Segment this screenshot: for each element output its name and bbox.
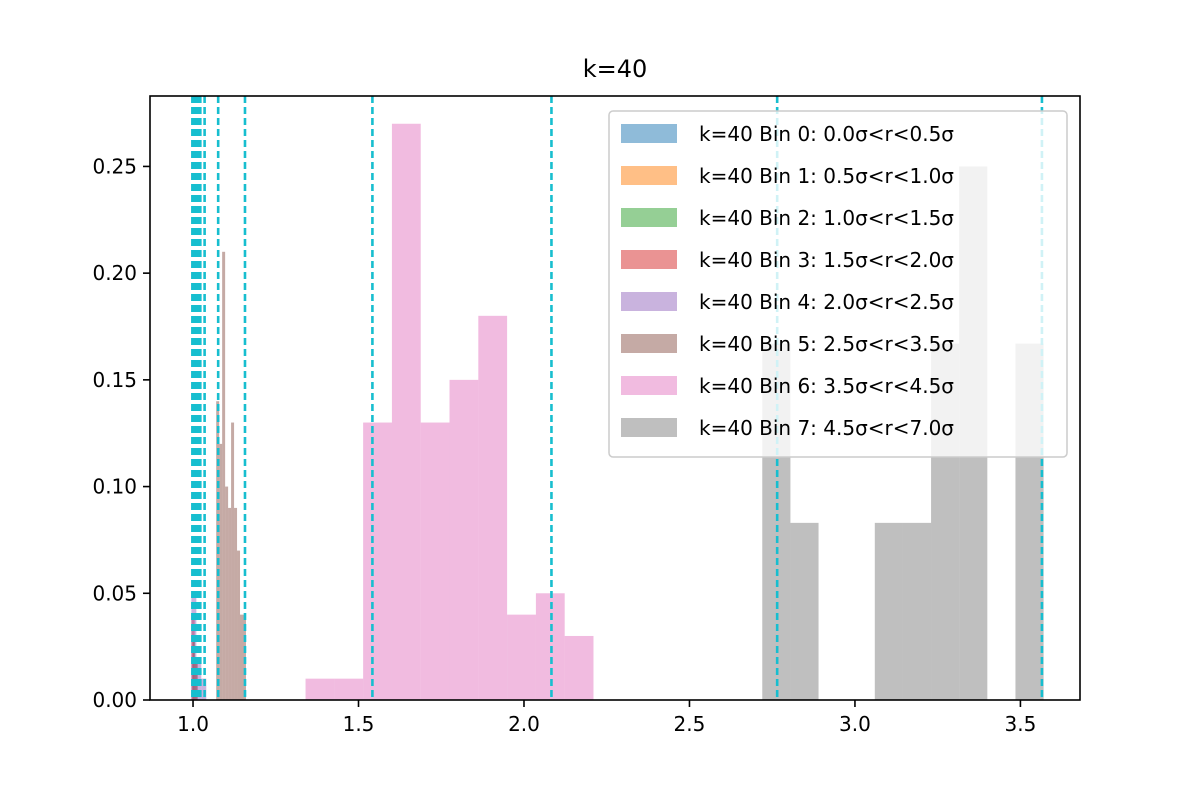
bar-series-6-bin-1 [334, 678, 364, 700]
x-tick-label-0: 1.0 [177, 712, 209, 736]
bar-series-5-bin-5 [231, 422, 235, 700]
bar-series-5-bin-8 [240, 614, 243, 700]
bar-series-5-bin-6 [234, 507, 238, 700]
x-axis: 1.0 1.5 2.0 2.5 3.0 3.5 [177, 700, 1036, 736]
bar-series-5-bin-1 [219, 443, 223, 700]
legend-label-1: k=40 Bin 1: 0.5σ<r<1.0σ [699, 164, 954, 188]
legend: k=40 Bin 0: 0.0σ<r<0.5σ k=40 Bin 1: 0.5σ<… [608, 110, 1068, 458]
bar-series-6-bin-4 [420, 422, 450, 700]
bar-series-7-bin-4 [874, 522, 903, 700]
legend-label-7: k=40 Bin 7: 4.5σ<r<7.0σ [699, 416, 954, 440]
legend-swatch-0 [621, 124, 677, 143]
legend-swatch-4 [621, 292, 677, 311]
bar-series-5-bin-3 [225, 486, 229, 700]
chart-title: k=40 [583, 55, 648, 83]
legend-swatch-7 [621, 418, 677, 437]
y-tick-label-3: 0.15 [92, 368, 137, 392]
legend-label-6: k=40 Bin 6: 3.5σ<r<4.5σ [699, 374, 954, 398]
legend-swatch-3 [621, 250, 677, 269]
bar-series-6-bin-5 [449, 379, 479, 700]
legend-swatch-2 [621, 208, 677, 227]
y-tick-label-4: 0.20 [92, 261, 137, 285]
legend-label-0: k=40 Bin 0: 0.0σ<r<0.5σ [699, 122, 954, 146]
y-tick-label-5: 0.25 [92, 154, 137, 178]
bar-series-6-bin-7 [507, 614, 536, 700]
y-tick-label-0: 0.00 [92, 688, 137, 712]
legend-swatch-5 [621, 334, 677, 353]
plot-frame [149, 95, 1081, 701]
bar-series-5-bin-2 [222, 251, 226, 700]
bar-series-5-bin-7 [237, 550, 241, 700]
x-tick-label-3: 2.5 [674, 712, 706, 736]
bar-series-4-bin-2 [201, 678, 207, 700]
bar-series-7-bin-1 [790, 522, 819, 700]
x-tick-label-2: 2.0 [508, 712, 540, 736]
y-axis: 0.00 0.05 0.10 0.15 0.20 0.25 [92, 154, 150, 712]
bar-series-6-bin-6 [478, 315, 508, 700]
bar-series-5-bin-4 [228, 507, 232, 700]
y-tick-label-1: 0.05 [92, 581, 137, 605]
legend-swatch-1 [621, 166, 677, 185]
x-tick-label-5: 3.5 [1005, 712, 1037, 736]
y-tick-label-2: 0.10 [92, 475, 137, 499]
bar-series-6-bin-2 [363, 422, 392, 700]
bar-series-6-bin-0 [305, 678, 335, 700]
legend-label-5: k=40 Bin 5: 2.5σ<r<3.5σ [699, 332, 954, 356]
x-tick-label-1: 1.5 [343, 712, 375, 736]
bar-series-6-bin-9 [564, 635, 594, 700]
legend-label-2: k=40 Bin 2: 1.0σ<r<1.5σ [699, 206, 954, 230]
legend-box [608, 110, 1068, 458]
legend-label-4: k=40 Bin 4: 2.0σ<r<2.5σ [699, 290, 954, 314]
legend-label-3: k=40 Bin 3: 1.5σ<r<2.0σ [699, 248, 954, 272]
bar-series-4-bin-1 [196, 657, 202, 700]
x-tick-label-4: 3.0 [839, 712, 871, 736]
bar-series-7-bin-5 [902, 522, 932, 700]
legend-swatch-6 [621, 376, 677, 395]
bar-series-6-bin-3 [391, 123, 421, 700]
